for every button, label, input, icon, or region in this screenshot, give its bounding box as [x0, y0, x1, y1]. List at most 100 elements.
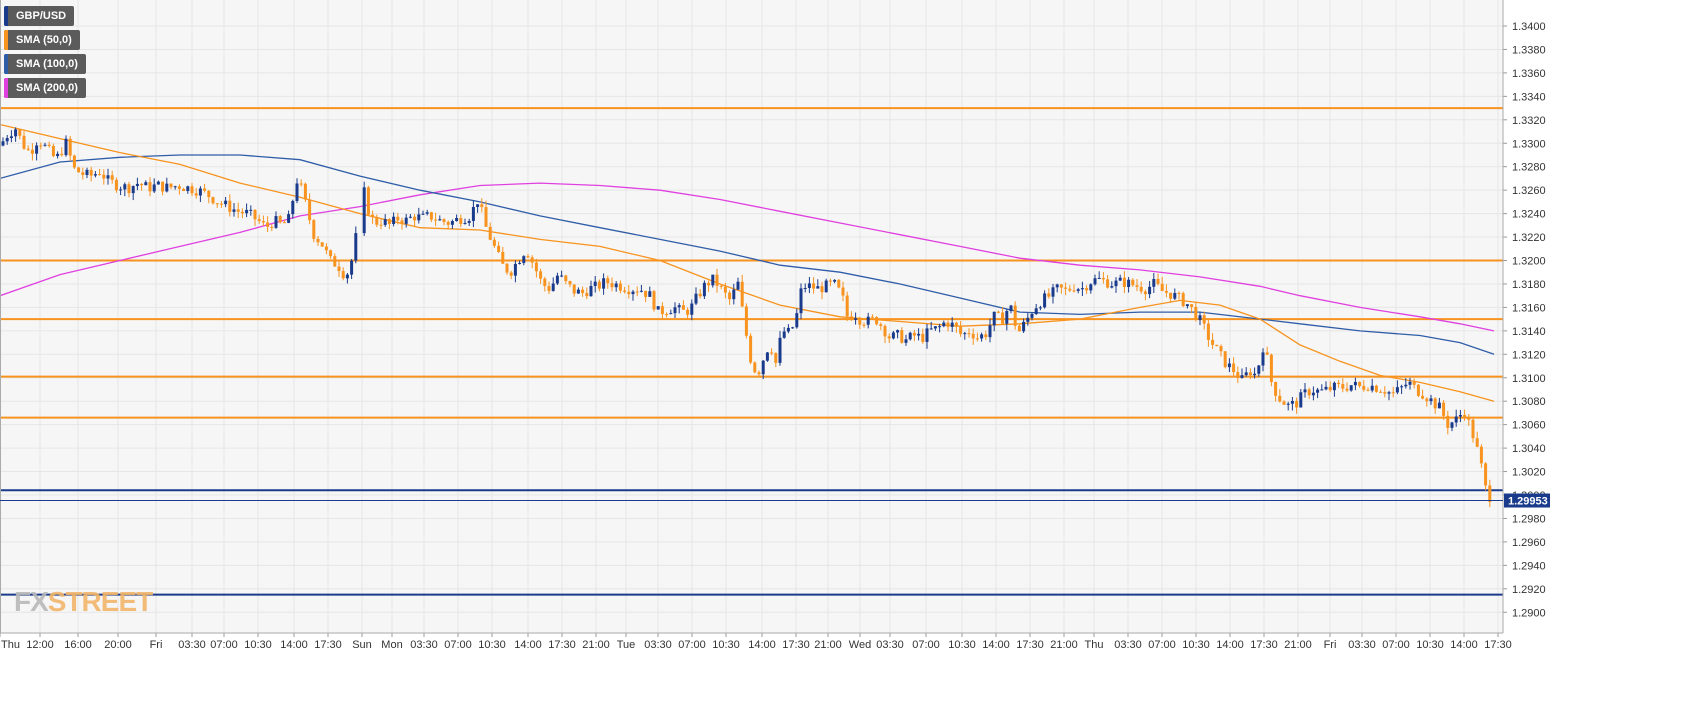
candle-body	[140, 183, 144, 186]
candle-body	[954, 322, 958, 327]
candle-body	[618, 283, 622, 291]
candle-body	[119, 189, 123, 191]
candle-body	[971, 333, 975, 339]
candle-body	[51, 145, 55, 157]
candle-body	[1269, 354, 1273, 383]
candle-body	[933, 326, 937, 329]
candle-body	[513, 263, 517, 276]
legend-label: SMA (50,0)	[16, 34, 72, 46]
candle-body	[413, 216, 417, 221]
y-tick-label: 1.3320	[1512, 115, 1546, 127]
candle-body	[337, 266, 341, 272]
candle-body	[522, 256, 526, 263]
candle-body	[14, 129, 18, 137]
candle-body	[1454, 416, 1458, 423]
candle-body	[845, 295, 849, 317]
x-tick-label: 12:00	[26, 639, 54, 651]
candle-body	[308, 199, 312, 221]
candle-body	[627, 291, 631, 295]
candle-body	[1437, 402, 1441, 409]
y-tick-label: 1.3200	[1512, 256, 1546, 268]
candle-body	[270, 226, 274, 228]
candle-body	[22, 135, 26, 149]
candle-body	[261, 221, 265, 223]
candle-body	[1047, 293, 1051, 297]
candle-body	[1076, 289, 1080, 291]
candle-body	[1395, 387, 1399, 393]
candle-body	[207, 190, 211, 198]
candle-body	[921, 333, 925, 342]
y-tick-label: 1.3240	[1512, 209, 1546, 221]
candle-body	[387, 219, 391, 224]
candle-body	[639, 290, 643, 292]
x-tick-label: 07:00	[210, 639, 238, 651]
x-tick-label: 10:30	[478, 639, 506, 651]
x-tick-label: 17:30	[782, 639, 810, 651]
sma100-line	[0, 154, 1495, 355]
x-tick-label: 07:00	[912, 639, 940, 651]
candle-body	[1089, 284, 1093, 291]
candle-body	[194, 193, 198, 196]
candle-body	[161, 181, 165, 192]
candle-body	[64, 138, 68, 156]
candle-body	[497, 245, 501, 252]
candle-body	[1458, 415, 1462, 417]
candle-body	[786, 327, 790, 332]
candle-body	[1316, 389, 1320, 393]
y-tick-label: 1.2980	[1512, 513, 1546, 525]
candle-body	[795, 313, 799, 328]
candles	[1, 127, 1492, 508]
candle-body	[152, 184, 156, 192]
candle-body	[984, 334, 988, 338]
x-tick-label: 21:00	[814, 639, 842, 651]
candle-body	[350, 260, 354, 275]
candle-body	[539, 271, 543, 279]
candle-body	[429, 212, 433, 220]
candle-body	[434, 219, 438, 221]
legend-item-sma100[interactable]: SMA (100,0)	[4, 54, 86, 74]
candle-body	[1265, 352, 1269, 355]
candle-body	[1299, 392, 1303, 408]
candle-body	[1110, 286, 1114, 288]
legend-item-sma200[interactable]: SMA (200,0)	[4, 78, 86, 98]
legend-item-symbol[interactable]: GBP/USD	[4, 6, 75, 26]
candle-body	[236, 209, 240, 212]
candle-body	[782, 331, 786, 338]
candle-body	[1425, 398, 1429, 402]
candle-body	[1097, 277, 1101, 279]
candle-body	[182, 188, 186, 192]
y-tick-label: 1.3080	[1512, 396, 1546, 408]
candle-body	[1416, 384, 1420, 396]
candle-body	[18, 129, 22, 136]
candle-body	[660, 306, 664, 315]
x-tick-label: 03:30	[410, 639, 438, 651]
candle-body	[694, 293, 698, 304]
y-tick-label: 1.3220	[1512, 232, 1546, 244]
candle-body	[1114, 280, 1118, 287]
candle-body	[282, 222, 286, 224]
candle-body	[518, 262, 522, 264]
candle-body	[715, 274, 719, 286]
candle-body	[127, 184, 131, 194]
candle-body	[719, 285, 723, 287]
candle-body	[736, 281, 740, 290]
candle-body	[555, 275, 559, 284]
candle-body	[1106, 279, 1110, 288]
candle-body	[1227, 363, 1231, 368]
candle-body	[1446, 415, 1450, 428]
candle-body	[824, 280, 828, 293]
legend-swatch	[4, 6, 8, 26]
candle-body	[425, 212, 429, 214]
candle-body	[1345, 388, 1349, 391]
candle-body	[656, 306, 660, 310]
candle-body	[648, 291, 652, 297]
candle-body	[576, 289, 580, 294]
candle-body	[400, 220, 404, 224]
candle-body	[471, 206, 475, 221]
candle-body	[896, 330, 900, 333]
x-tick-label: 17:30	[1250, 639, 1278, 651]
candle-body	[862, 324, 866, 326]
candle-body	[1169, 292, 1173, 299]
candle-body	[72, 155, 76, 168]
legend-item-sma50[interactable]: SMA (50,0)	[4, 30, 80, 50]
